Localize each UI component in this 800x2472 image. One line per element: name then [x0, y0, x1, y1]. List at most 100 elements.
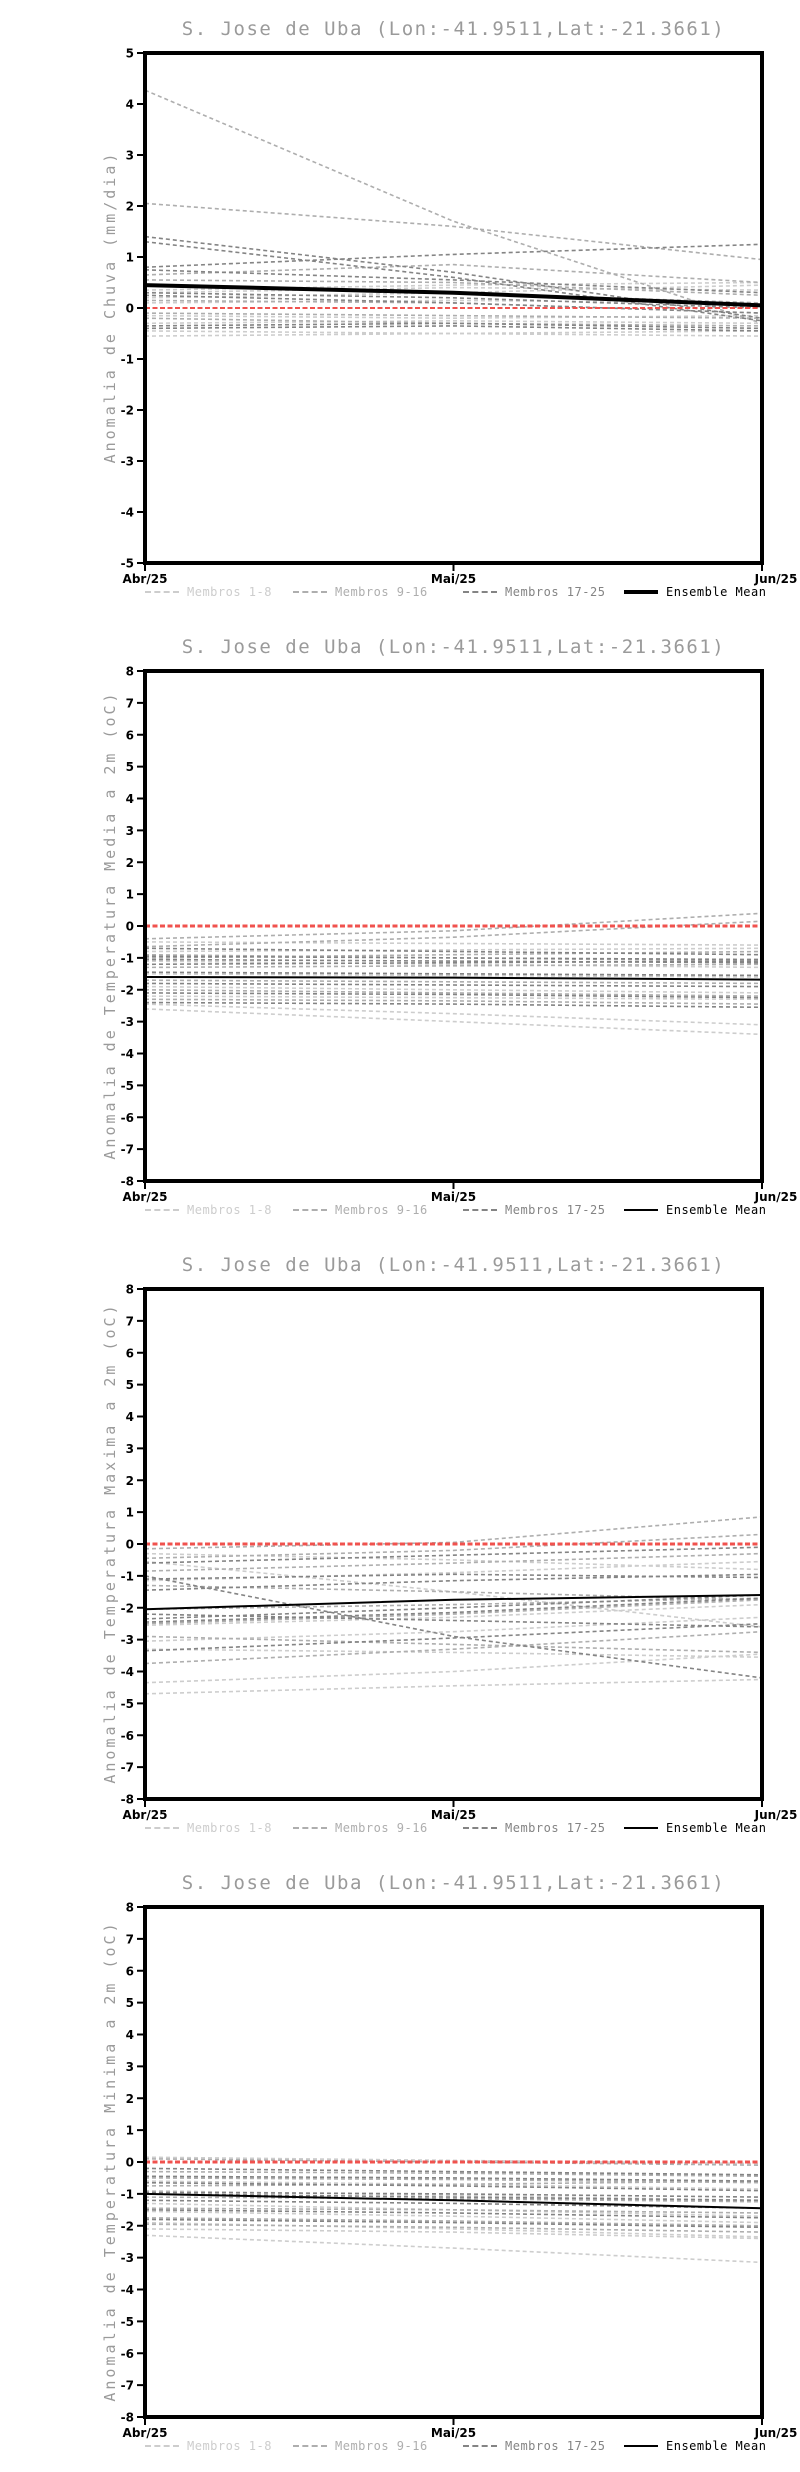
x-tick-label: Abr/25 — [123, 572, 168, 586]
member-line — [144, 1575, 763, 1679]
plot-area: -8 -7 -6 -5 -4 -3 -2 -1 0 1 2 3 4 5 6 7 8 Abr/25 Mai/25 Jun… — [121, 1283, 798, 1823]
ensemble-mean-line — [144, 976, 763, 981]
legend-dashed-line-swatch — [463, 591, 497, 593]
member-line — [144, 2234, 763, 2264]
member-line — [144, 1008, 763, 1036]
y-tick-label: 5 — [126, 1996, 134, 2010]
legend-label: Ensemble Mean — [666, 585, 767, 599]
legend-item: Membros 9-16 — [293, 1820, 428, 1836]
y-tick-label: -1 — [121, 2187, 134, 2201]
member-line — [144, 1546, 763, 1564]
chart-title: S. Jose de Uba (Lon:-41.9511,Lat:-21.366… — [181, 18, 726, 40]
plot-area: -8 -7 -6 -5 -4 -3 -2 -1 0 1 2 3 4 5 6 7 8 Abr/25 Mai/25 Jun… — [121, 665, 798, 1205]
member-line — [144, 979, 763, 985]
member-line — [144, 2228, 763, 2240]
ensemble-mean-line — [144, 2192, 763, 2210]
y-tick-label: 4 — [126, 98, 134, 112]
member-line — [144, 1573, 763, 1580]
member-line — [144, 2175, 763, 2182]
member-line — [144, 2167, 763, 2176]
legend-label: Membros 9-16 — [335, 1821, 428, 1835]
member-line — [144, 958, 763, 964]
y-tick-label: 0 — [126, 920, 134, 934]
member-line — [144, 2170, 763, 2178]
x-tick-label: Jun/25 — [754, 1808, 798, 1822]
legend-item: Membros 1-8 — [145, 1820, 272, 1836]
member-line — [144, 971, 763, 977]
legend-dashed-line-swatch — [145, 591, 179, 593]
member-line — [144, 314, 763, 320]
x-tick-label: Jun/25 — [754, 1190, 798, 1204]
legend-label: Membros 17-25 — [505, 1821, 606, 1835]
member-line — [144, 294, 763, 314]
y-tick-label: 6 — [126, 1964, 134, 1978]
y-tick-label: 3 — [126, 1442, 134, 1456]
member-line — [144, 1630, 763, 1665]
legend-item: Membros 17-25 — [463, 1820, 605, 1836]
legend-solid-line-swatch — [624, 2445, 658, 2447]
y-tick-label: -5 — [121, 1697, 134, 1711]
y-tick-label: -8 — [121, 1793, 134, 1807]
legend-item: Membros 9-16 — [293, 1202, 428, 1218]
y-tick-label: -7 — [121, 2379, 134, 2393]
y-tick-label: -2 — [121, 2219, 134, 2233]
chart-panel-temp-media: S. Jose de Uba (Lon:-41.9511,Lat:-21.366… — [0, 618, 800, 1236]
member-line — [144, 312, 763, 319]
member-line — [144, 1552, 763, 1572]
member-line — [144, 2223, 763, 2233]
member-line — [144, 1001, 763, 1009]
legend-dashed-line-swatch — [293, 1209, 327, 1211]
y-tick-label: 7 — [126, 1932, 134, 1946]
x-tick-label: Abr/25 — [123, 1808, 168, 1822]
member-line — [144, 985, 763, 994]
member-line — [144, 947, 763, 956]
y-tick-label: -6 — [121, 2347, 134, 2361]
y-tick-label: 0 — [126, 1538, 134, 1552]
member-line — [144, 955, 763, 961]
y-tick-label: 4 — [126, 792, 134, 806]
legend-label: Membros 17-25 — [505, 585, 606, 599]
legend-dashed-line-swatch — [145, 1827, 179, 1829]
member-line — [144, 1003, 763, 1026]
member-line — [144, 1597, 763, 1611]
member-line — [144, 1573, 763, 1591]
member-line — [144, 240, 763, 322]
legend-item: Ensemble Mean — [624, 584, 766, 600]
member-line — [144, 325, 763, 332]
y-tick-label: 3 — [126, 2060, 134, 2074]
legend: Membros 1-8 Membros 9-16 Membros 17-25 Ense… — [0, 2438, 800, 2464]
legend-dashed-line-swatch — [293, 591, 327, 593]
member-line — [144, 995, 763, 1001]
member-line — [144, 2210, 763, 2224]
member-line — [144, 2199, 763, 2209]
legend-label: Membros 9-16 — [335, 1203, 428, 1217]
member-line — [144, 1653, 763, 1684]
chart-panel-chuva: S. Jose de Uba (Lon:-41.9511,Lat:-21.366… — [0, 0, 800, 618]
member-line — [144, 330, 763, 335]
y-tick-label: 8 — [126, 1283, 134, 1297]
y-tick-label: -3 — [121, 455, 134, 469]
member-line — [144, 243, 763, 268]
member-line — [144, 941, 763, 946]
y-tick-label: -4 — [121, 1665, 134, 1679]
legend-item: Membros 17-25 — [463, 584, 605, 600]
y-tick-label: 6 — [126, 728, 134, 742]
member-line — [144, 281, 763, 291]
y-tick-label: 3 — [126, 149, 134, 163]
legend: Membros 1-8 Membros 9-16 Membros 17-25 Ense… — [0, 1820, 800, 1846]
legend-solid-line-swatch — [624, 1209, 658, 1211]
member-line — [144, 1594, 763, 1620]
member-line — [144, 972, 763, 978]
y-tick-label: 7 — [126, 696, 134, 710]
y-tick-label: 0 — [126, 2156, 134, 2170]
y-tick-label: -3 — [121, 1633, 134, 1647]
x-tick-label: Jun/25 — [754, 572, 798, 586]
y-tick-label: 3 — [126, 824, 134, 838]
y-tick-label: 8 — [126, 665, 134, 679]
legend-label: Ensemble Mean — [666, 1203, 767, 1217]
y-tick-label: 1 — [126, 888, 134, 902]
member-line — [144, 992, 763, 999]
y-tick-label: 2 — [126, 856, 134, 870]
legend-dashed-line-swatch — [463, 1209, 497, 1211]
y-tick-label: 5 — [126, 47, 134, 61]
